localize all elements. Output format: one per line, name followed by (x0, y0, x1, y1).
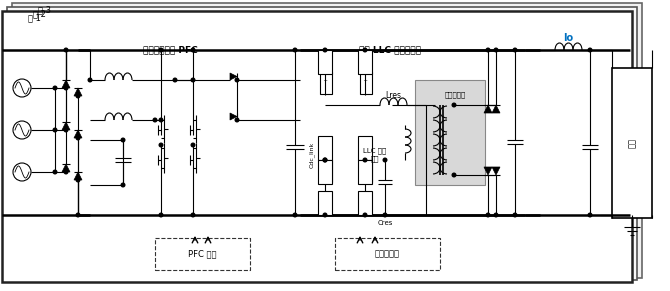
Circle shape (486, 213, 490, 217)
Text: 相 1: 相 1 (28, 13, 41, 22)
Bar (335, 238, 440, 270)
Polygon shape (230, 73, 237, 80)
Circle shape (191, 48, 195, 52)
Text: 隔离变压器: 隔离变压器 (444, 92, 466, 98)
Text: PFC 控制: PFC 控制 (188, 249, 217, 258)
Bar (310, 38, 525, 223)
Text: 相 3: 相 3 (38, 6, 51, 15)
Bar (415, 80, 485, 185)
Circle shape (153, 118, 157, 122)
Circle shape (235, 118, 239, 122)
Text: Cres: Cres (377, 220, 393, 226)
Bar (358, 191, 372, 215)
Circle shape (363, 48, 366, 52)
Polygon shape (74, 88, 82, 96)
Polygon shape (492, 105, 500, 113)
Circle shape (76, 136, 80, 140)
Circle shape (513, 48, 517, 52)
Circle shape (293, 48, 297, 52)
Text: T: T (363, 81, 366, 86)
Circle shape (383, 158, 387, 162)
Circle shape (76, 94, 80, 98)
Circle shape (76, 213, 80, 217)
Text: Io: Io (563, 33, 573, 43)
Circle shape (88, 78, 92, 82)
Circle shape (53, 170, 57, 174)
Circle shape (588, 213, 592, 217)
Circle shape (76, 178, 80, 182)
Circle shape (588, 48, 592, 52)
Circle shape (494, 213, 498, 217)
Polygon shape (62, 164, 70, 172)
Circle shape (494, 48, 498, 52)
Text: LLC 储能
电路: LLC 储能 电路 (363, 148, 387, 162)
Bar (90, 38, 300, 223)
Circle shape (323, 158, 327, 162)
Text: Lres: Lres (385, 91, 401, 100)
Circle shape (363, 158, 366, 162)
Circle shape (323, 158, 327, 162)
Circle shape (64, 48, 68, 52)
Bar (360, 160, 372, 182)
Polygon shape (74, 172, 82, 180)
Circle shape (363, 213, 366, 217)
Circle shape (174, 78, 177, 82)
Circle shape (121, 138, 125, 142)
Circle shape (452, 103, 456, 107)
Polygon shape (484, 105, 492, 113)
Circle shape (486, 48, 490, 52)
Polygon shape (492, 167, 500, 175)
Bar (155, 238, 250, 270)
Text: 电池: 电池 (628, 138, 636, 148)
Circle shape (64, 128, 68, 132)
Text: T: T (363, 168, 366, 173)
Circle shape (159, 143, 163, 147)
Bar (318, 50, 332, 74)
Bar (358, 136, 372, 160)
Text: Cdc_link: Cdc_link (309, 142, 315, 168)
Circle shape (53, 86, 57, 90)
Text: 单向 LLC 全桥转换器: 单向 LLC 全桥转换器 (359, 45, 421, 54)
Text: T: T (324, 168, 327, 173)
Circle shape (121, 183, 125, 187)
Bar (358, 50, 372, 74)
Polygon shape (62, 80, 70, 88)
Text: T: T (324, 81, 327, 86)
Text: 相 2: 相 2 (33, 10, 46, 19)
Bar (320, 160, 332, 182)
Circle shape (159, 48, 163, 52)
Circle shape (64, 170, 68, 174)
Circle shape (452, 173, 456, 177)
Polygon shape (62, 122, 70, 130)
Circle shape (323, 48, 327, 52)
Circle shape (53, 128, 57, 132)
Bar (612, 68, 652, 218)
Polygon shape (230, 113, 237, 120)
Circle shape (191, 78, 195, 82)
Circle shape (383, 213, 387, 217)
Circle shape (235, 78, 239, 82)
Bar (318, 191, 332, 215)
Bar (320, 72, 332, 94)
Polygon shape (74, 130, 82, 138)
Text: 传统的交错式 PFC: 传统的交错式 PFC (143, 45, 198, 54)
Bar (318, 136, 332, 160)
Circle shape (159, 118, 163, 122)
Text: 初级侧门控: 初级侧门控 (375, 249, 400, 258)
Bar (318, 160, 332, 184)
Circle shape (513, 213, 517, 217)
Circle shape (191, 213, 195, 217)
Circle shape (191, 143, 195, 147)
Bar (360, 72, 372, 94)
Circle shape (159, 213, 163, 217)
Polygon shape (484, 167, 492, 175)
Circle shape (64, 86, 68, 90)
Circle shape (293, 213, 297, 217)
Circle shape (323, 213, 327, 217)
Bar (358, 160, 372, 184)
